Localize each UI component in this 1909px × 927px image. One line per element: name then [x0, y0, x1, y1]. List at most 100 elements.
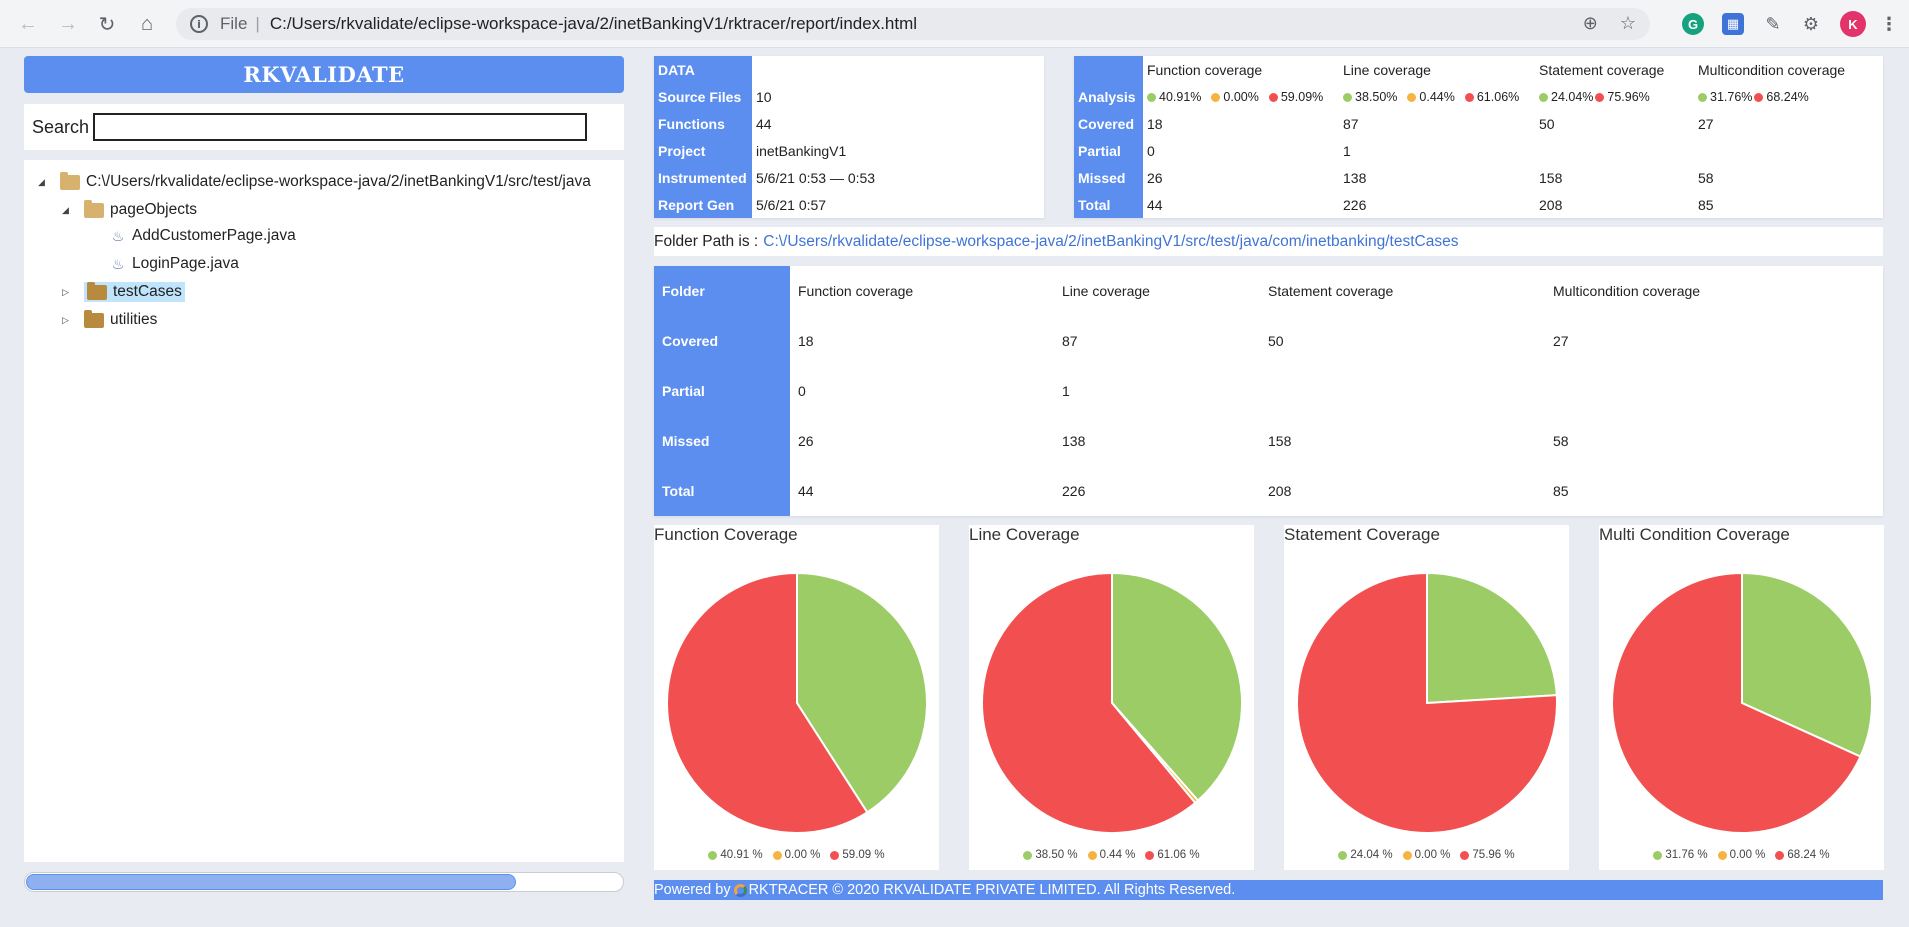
row-header: Missed: [1074, 164, 1143, 191]
chart-title: Function Coverage: [654, 525, 798, 544]
data-key: Functions: [654, 110, 752, 137]
legend-dot-icon: [1595, 92, 1605, 102]
tree-root[interactable]: ◢ C:\/Users/rkvalidate/eclipse-workspace…: [38, 170, 591, 194]
pie-slice-missed[interactable]: [981, 571, 1197, 834]
tree-item-pageobjects[interactable]: ◢ pageObjects: [62, 198, 197, 222]
data-value: 44: [756, 115, 772, 132]
legend-item[interactable]: 75.96 %: [1460, 849, 1515, 861]
chart-title: Statement Coverage: [1284, 525, 1440, 544]
legend-item[interactable]: 40.91 %: [708, 849, 763, 861]
analysis-percent-value: 38.50%: [1355, 90, 1398, 104]
chart-title: Line Coverage: [969, 525, 1080, 544]
project-data-card: DATA Source Files 10 Functions 44 Project inet…: [654, 56, 1044, 218]
pie-slice-covered[interactable]: [1741, 571, 1873, 758]
rktracer-logo-icon: [733, 883, 747, 897]
legend-item[interactable]: 31.76 %: [1653, 849, 1708, 861]
eyedropper-extension-icon[interactable]: ✎: [1765, 13, 1781, 34]
footer-text: RKTRACER © 2020 RKVALIDATE PRIVATE LIMIT…: [748, 882, 1236, 898]
reload-icon[interactable]: ↻: [98, 13, 116, 36]
analysis-percent-value: 59.09%: [1280, 90, 1324, 104]
horizontal-scrollbar[interactable]: [24, 872, 624, 892]
analysis-cell: [1535, 137, 1694, 164]
folder-path-link[interactable]: C:\/Users/rkvalidate/eclipse-workspace-j…: [763, 232, 1459, 250]
analysis-cell: 138: [1343, 169, 1367, 186]
chart-card-multicondition: Multi Condition Coverage 31.76 % 0.00 % 68.…: [1599, 525, 1884, 870]
legend-item[interactable]: 0.00 %: [1402, 849, 1450, 861]
folder-closed-icon: [87, 281, 107, 300]
row-header: Missed: [654, 416, 790, 466]
analysis-cell: 58: [1698, 169, 1714, 186]
legend-label: 40.91 %: [720, 849, 763, 861]
analysis-percent: 61.06%: [1464, 90, 1519, 104]
legend-item[interactable]: 61.06 %: [1145, 849, 1200, 861]
back-arrow-icon[interactable]: ←: [18, 12, 38, 35]
tree-item-testcases[interactable]: ▷ testCases: [62, 280, 185, 304]
search-input[interactable]: [93, 113, 588, 141]
analysis-row: Partial 0 1: [1074, 137, 1883, 164]
java-file-icon: ♨: [111, 227, 125, 244]
tree-item-loginpage[interactable]: ♨ LoginPage.java: [110, 252, 239, 276]
collapsed-triangle-icon[interactable]: ▷: [62, 314, 69, 325]
data-table-row: DATA: [654, 56, 1044, 83]
folder-row: Total 44 226 208 85: [654, 466, 1883, 516]
legend-dot-icon: [1698, 92, 1707, 102]
folder-cell: 208: [1268, 483, 1292, 499]
address-bar[interactable]: i File | C:/Users/rkvalidate/eclipse-wor…: [176, 8, 1650, 40]
legend-item[interactable]: 24.04 %: [1338, 849, 1393, 861]
folder-cell: [1260, 366, 1545, 416]
analysis-table: Function coverage Line coverage Statemen…: [1074, 56, 1883, 218]
search-panel: Search: [24, 104, 624, 150]
column-header: Statement coverage: [1268, 283, 1394, 299]
legend-dot-icon: [708, 850, 718, 860]
legend-item[interactable]: 59.09 %: [830, 849, 885, 861]
analysis-percent-cell: 38.50% 0.44% 61.06%: [1339, 83, 1535, 110]
grammarly-extension-icon[interactable]: G: [1682, 13, 1704, 35]
collapsed-triangle-icon[interactable]: ▷: [62, 286, 69, 297]
folder-cell: 50: [1268, 333, 1284, 349]
legend-item[interactable]: 38.50 %: [1023, 849, 1078, 861]
legend-item[interactable]: 68.24 %: [1775, 849, 1830, 861]
legend-dot-icon: [1147, 92, 1156, 102]
tree-item-addcustomerpage[interactable]: ♨ AddCustomerPage.java: [110, 224, 296, 248]
analysis-percent-cell: 31.76% 68.24%: [1694, 83, 1883, 110]
pie-slice-missed[interactable]: [666, 571, 869, 834]
analysis-cell: 44: [1147, 196, 1163, 213]
extensions-puzzle-icon[interactable]: ⚙: [1802, 13, 1820, 34]
analysis-percent: 31.76%: [1698, 90, 1752, 104]
scrollbar-thumb[interactable]: [26, 874, 516, 890]
analysis-percent-value: 24.04%: [1551, 90, 1594, 104]
legend-dot-icon: [1343, 92, 1352, 102]
analysis-percent-cell: 24.04% 75.96%: [1535, 83, 1694, 110]
data-table-row: Functions 44: [654, 110, 1044, 137]
folder-cell: 58: [1553, 433, 1569, 449]
pie-slice-missed[interactable]: [1611, 571, 1862, 834]
pie-slice-missed[interactable]: [1296, 571, 1558, 834]
translate-extension-icon[interactable]: ▦: [1722, 13, 1744, 35]
site-info-icon[interactable]: i: [190, 15, 208, 33]
home-icon[interactable]: ⌂: [140, 12, 154, 35]
menu-kebab-icon[interactable]: ⋮: [1880, 13, 1898, 34]
tree-selected-highlight[interactable]: testCases: [84, 281, 185, 302]
address-url[interactable]: C:/Users/rkvalidate/eclipse-workspace-ja…: [269, 14, 918, 33]
legend-label: 75.96 %: [1472, 849, 1515, 861]
profile-avatar[interactable]: K: [1840, 11, 1866, 37]
data-key: Instrumented: [654, 164, 752, 191]
legend-item[interactable]: 0.00 %: [772, 849, 820, 861]
data-key: DATA: [654, 56, 752, 83]
expanded-triangle-icon[interactable]: ◢: [62, 204, 69, 215]
analysis-percent-value: 0.00%: [1223, 90, 1259, 104]
pie-slice-covered[interactable]: [1426, 571, 1558, 705]
analysis-percent-cell: 40.91% 0.00% 59.09%: [1143, 83, 1339, 110]
tree-item-utilities[interactable]: ▷ utilities: [62, 308, 157, 332]
zoom-icon[interactable]: ⊕: [1582, 13, 1598, 33]
analysis-cell: [1694, 137, 1883, 164]
row-header: Total: [654, 466, 790, 516]
expanded-triangle-icon[interactable]: ◢: [38, 176, 45, 187]
legend-item[interactable]: 0.44 %: [1087, 849, 1135, 861]
bookmark-star-icon[interactable]: ☆: [1619, 13, 1636, 33]
forward-arrow-icon[interactable]: →: [58, 12, 78, 35]
folder-open-icon: [60, 171, 80, 190]
pie-slice-covered[interactable]: [1111, 571, 1243, 802]
legend-item[interactable]: 0.00 %: [1717, 849, 1765, 861]
browser-toolbar: ← → ↻ ⌂ i File | C:/Users/rkvalidate/ecl…: [0, 0, 1909, 48]
